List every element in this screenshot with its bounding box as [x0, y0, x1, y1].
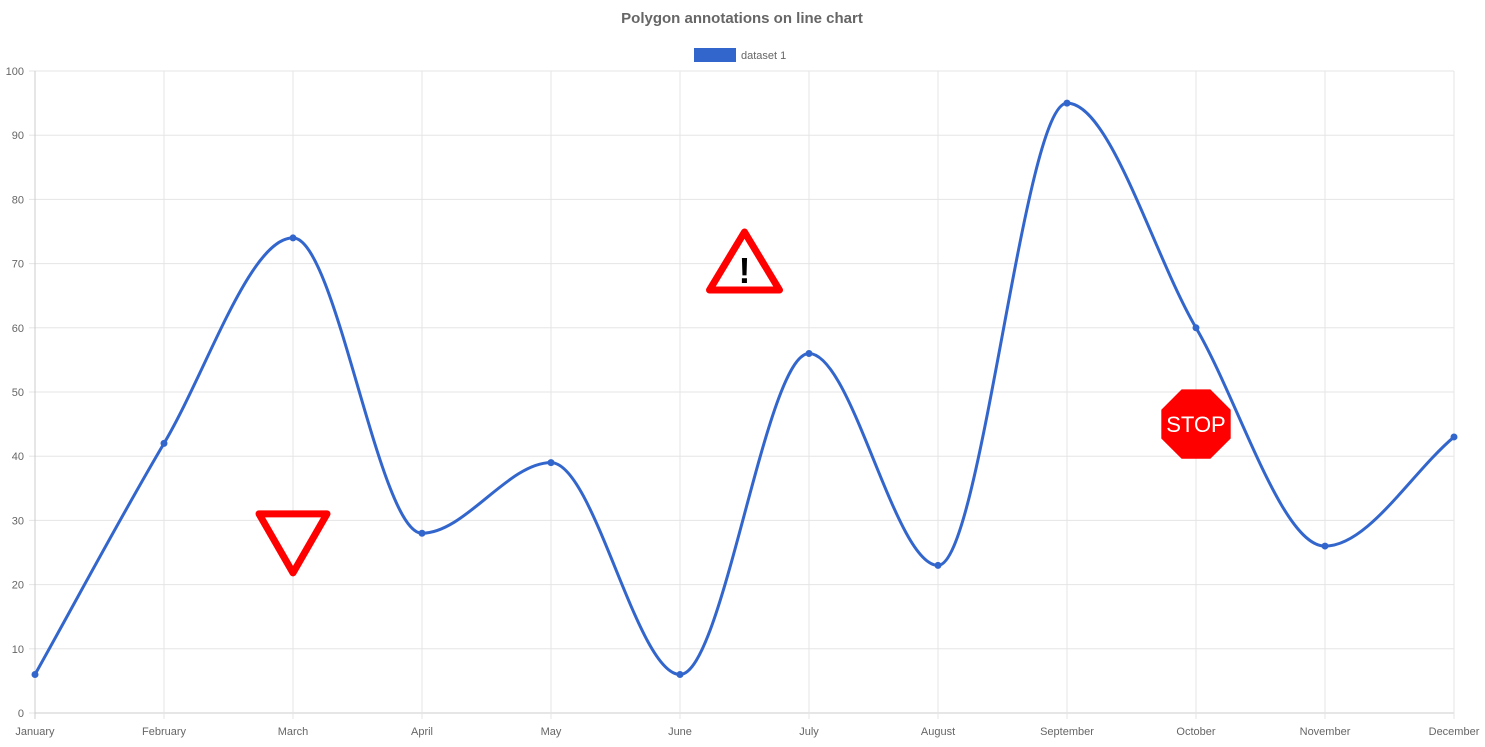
x-tick-label: November [1300, 726, 1351, 738]
series-line-dataset-1 [33, 101, 1456, 676]
warning-sign-icon: ! [706, 228, 783, 294]
y-tick-label: 80 [12, 194, 24, 206]
legend[interactable]: dataset 1 [694, 48, 786, 62]
yield-sign-icon [255, 510, 331, 577]
polygon-annotations: ! STOP [255, 228, 1231, 577]
data-point-april [418, 529, 426, 537]
data-point-october [1192, 324, 1200, 332]
data-point-may [547, 459, 555, 467]
y-tick-label: 50 [12, 387, 24, 399]
y-tick-label: 90 [12, 130, 24, 142]
x-tick-label: September [1040, 726, 1094, 738]
x-tick-label: May [541, 726, 562, 738]
data-point-february [160, 439, 168, 447]
x-axis-tick-labels: January February March April May June July Augu… [15, 726, 1479, 738]
warning-exclamation-text: ! [739, 250, 751, 291]
data-point-july [805, 349, 813, 357]
x-tick-label: July [799, 726, 819, 738]
x-tick-label: February [142, 726, 187, 738]
warning-triangle-shape [706, 228, 783, 294]
data-point-september [1063, 99, 1071, 107]
x-tick-label: October [1176, 726, 1215, 738]
yield-triangle-shape [255, 510, 331, 577]
y-tick-label: 40 [12, 451, 24, 463]
data-point-august [934, 561, 942, 569]
legend-label-dataset-1: dataset 1 [741, 50, 786, 62]
x-tick-label: January [15, 726, 55, 738]
y-tick-label: 30 [12, 515, 24, 527]
y-tick-label: 70 [12, 259, 24, 271]
x-tick-label: December [1429, 726, 1480, 738]
y-axis-tick-labels: 0 10 20 30 40 50 60 70 80 90 100 [6, 66, 24, 720]
data-point-december [1450, 433, 1458, 441]
x-tick-label: June [668, 726, 692, 738]
y-tick-label: 60 [12, 323, 24, 335]
data-point-november [1321, 542, 1329, 550]
x-tick-label: August [921, 726, 955, 738]
legend-swatch [694, 48, 736, 62]
x-tick-label: April [411, 726, 433, 738]
x-tick-label: March [278, 726, 309, 738]
series-dataset-1 [31, 99, 1458, 678]
data-point-june [676, 670, 684, 678]
stop-sign-icon: STOP [1161, 389, 1231, 459]
chart-title: Polygon annotations on line chart [621, 10, 863, 27]
y-tick-label: 0 [18, 708, 24, 720]
y-tick-label: 100 [6, 66, 24, 78]
y-tick-label: 20 [12, 580, 24, 592]
stop-octagon-shape [1161, 389, 1231, 459]
stop-sign-text: STOP [1166, 412, 1226, 437]
grid [29, 70, 1455, 719]
y-tick-label: 10 [12, 644, 24, 656]
data-point-january [31, 670, 39, 678]
data-point-march [289, 234, 297, 242]
